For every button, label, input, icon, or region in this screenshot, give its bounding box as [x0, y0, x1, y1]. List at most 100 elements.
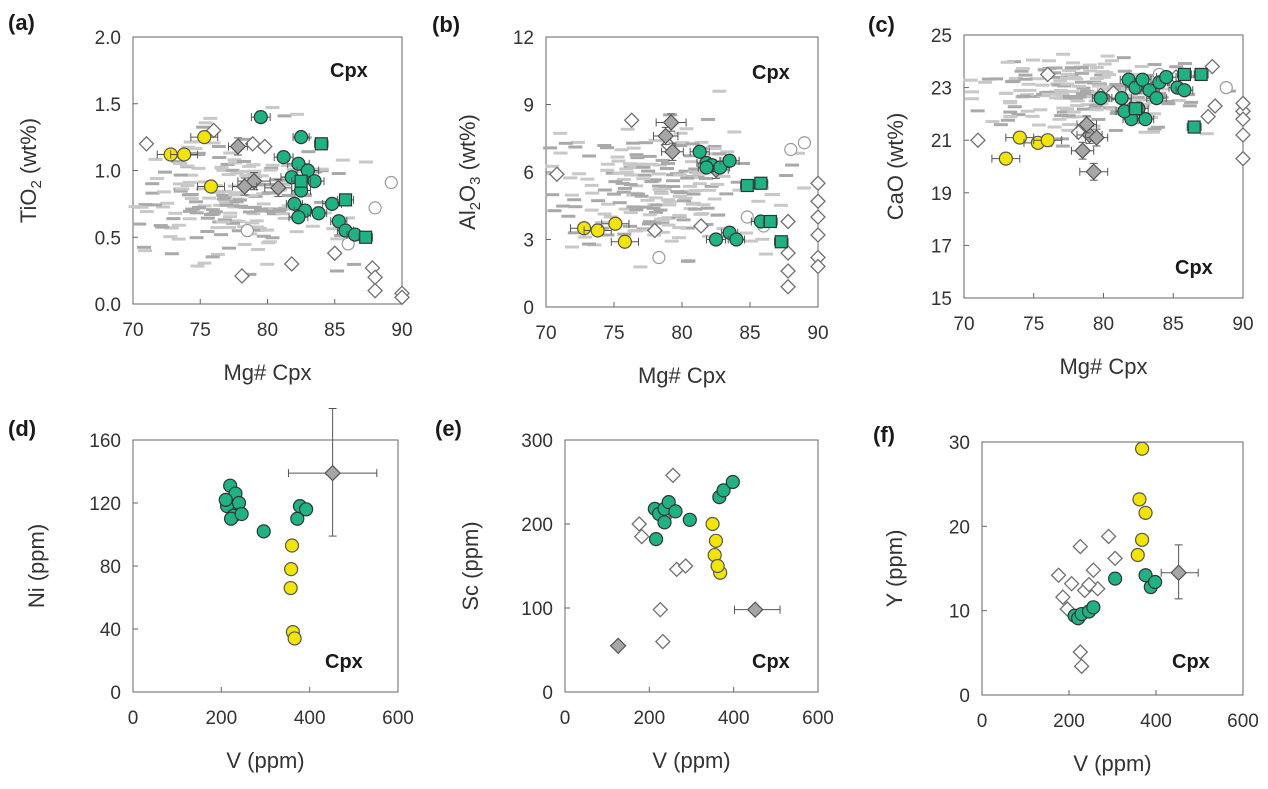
green-square-point	[754, 176, 768, 190]
x-tick-label: 80	[257, 320, 278, 341]
green-circle-point	[657, 515, 672, 530]
yellow-circle-point	[1134, 532, 1150, 547]
open-diamond-point	[652, 601, 669, 618]
panel-letter: (e)	[435, 416, 462, 441]
mineral-tag: Cpx	[330, 60, 368, 82]
open-diamond-point	[1039, 66, 1056, 83]
open-diamond-point	[1050, 567, 1067, 584]
x-tick-label: 600	[802, 708, 834, 729]
x-tick-label: 0	[128, 708, 139, 729]
y-tick-label: 9	[523, 96, 534, 117]
x-tick-label: 600	[382, 708, 414, 729]
green-circle-point	[708, 232, 724, 247]
green-square-point	[338, 193, 353, 207]
open-diamond-point	[1085, 562, 1102, 579]
panel-letter: (d)	[8, 416, 36, 441]
open-diamond-point	[1235, 150, 1251, 167]
green-circle-point	[692, 144, 707, 159]
gray-diamond-point	[324, 464, 341, 482]
x-tick-label: 90	[391, 320, 412, 341]
open-diamond-point	[1107, 550, 1124, 567]
panel-letter: (a)	[8, 10, 35, 35]
y-tick-label: 80	[100, 557, 121, 578]
y-tick-label: 120	[89, 494, 121, 515]
y-tick-label: 2.0	[95, 28, 121, 49]
green-circle-point	[1108, 571, 1123, 586]
green-square-point	[359, 230, 373, 244]
green-circle-point	[729, 232, 744, 247]
y-tick-label: 0.0	[95, 295, 121, 316]
green-circle-point	[1138, 112, 1153, 127]
open-diamond-point	[1072, 538, 1089, 555]
green-circle-point	[668, 504, 683, 519]
open-diamond-point	[693, 218, 709, 234]
yellow-circle-point	[177, 147, 192, 162]
open-diamond-point	[665, 467, 681, 484]
open-diamond-point	[1204, 58, 1221, 75]
open-diamond-point	[810, 227, 826, 243]
gray-diamond-point	[657, 127, 675, 145]
green-circle-point	[1138, 568, 1153, 583]
x-tick-label: 85	[1163, 314, 1184, 335]
mineral-tag: Cpx	[752, 651, 790, 673]
gray-diamond-point	[1074, 142, 1091, 160]
open-diamond-point	[631, 516, 648, 532]
gray-diamond-point	[1170, 564, 1187, 582]
green-square-point	[1194, 67, 1208, 82]
yellow-circle-point	[1134, 441, 1150, 456]
y-tick-label: 12	[513, 28, 534, 49]
open-diamond-point	[810, 209, 826, 225]
yellow-circle-point	[708, 533, 724, 548]
green-circle-point	[716, 483, 731, 498]
yellow-circle-point	[284, 538, 300, 553]
y-tick-label: 1.5	[95, 95, 121, 116]
yellow-circle-point	[705, 516, 720, 532]
yellow-circle-point	[1132, 492, 1147, 507]
green-circle-point	[256, 524, 271, 539]
x-tick-label: 200	[1053, 711, 1085, 732]
open-diamond-point	[244, 135, 261, 152]
y-tick-label: 40	[100, 620, 121, 641]
x-axis-title: V (ppm)	[652, 748, 730, 773]
open-diamond-point	[646, 222, 663, 239]
y-tick-label: 19	[931, 184, 952, 205]
green-circle-point	[291, 210, 306, 225]
green-square-point	[294, 174, 308, 188]
x-tick-label: 400	[1140, 711, 1172, 732]
open-diamond-point	[780, 213, 796, 230]
open-circle-point	[1219, 80, 1233, 95]
open-diamond-point	[677, 558, 694, 574]
mineral-tag: Cpx	[1172, 651, 1210, 673]
green-circle-point	[1177, 83, 1192, 98]
x-tick-label: 85	[324, 320, 345, 341]
open-circle-point	[797, 136, 812, 150]
x-tick-label: 600	[1227, 711, 1259, 732]
open-circle-point	[240, 223, 254, 238]
y-tick-label: 0.5	[95, 228, 121, 249]
gray-diamond-point	[746, 601, 764, 619]
yellow-circle-point	[197, 130, 212, 145]
green-square-point	[314, 137, 328, 151]
y-tick-label: 300	[521, 431, 553, 452]
y-tick-label: 25	[931, 26, 952, 47]
yellow-circle-point	[1130, 547, 1145, 563]
green-circle-point	[699, 160, 714, 175]
x-tick-label: 90	[1232, 314, 1253, 335]
open-circle-point	[652, 250, 666, 265]
open-circle-point	[368, 201, 382, 215]
open-circle-point	[384, 175, 398, 190]
open-diamond-point	[548, 166, 565, 183]
y-tick-label: 100	[521, 599, 553, 620]
y-axis-title: Ni (ppm)	[24, 524, 49, 608]
open-circle-point	[784, 142, 798, 157]
open-diamond-point	[283, 256, 300, 272]
green-circle-point	[324, 196, 340, 211]
x-tick-label: 80	[1093, 314, 1114, 335]
yellow-circle-point	[1040, 133, 1055, 148]
panel-b: 70 75 80 85 90 0 3 6 9 12 Mg# Cpx Al2O3 (wt%) (b) Cpx	[432, 12, 829, 388]
open-diamond-point	[810, 258, 826, 275]
open-diamond-point	[367, 282, 384, 299]
x-axis-title: Mg# Cpx	[638, 363, 726, 388]
x-tick-label: 70	[953, 314, 974, 335]
